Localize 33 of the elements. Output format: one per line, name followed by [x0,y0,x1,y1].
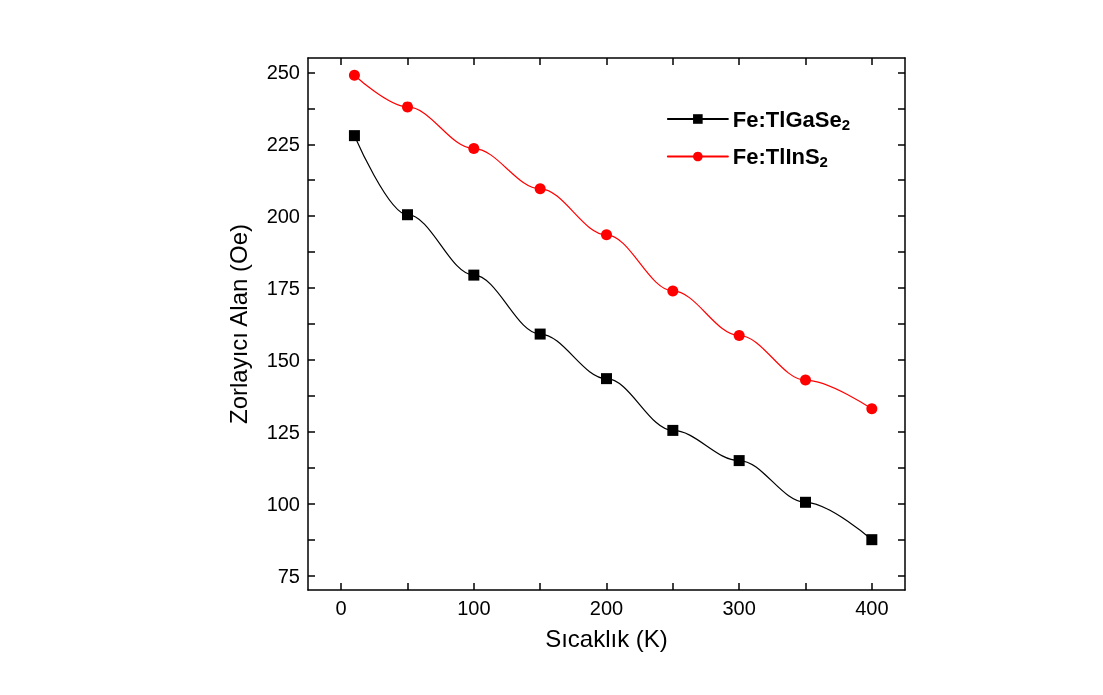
x-tick-label: 0 [335,597,347,619]
point [348,69,360,81]
y-tick-label: 100 [266,492,300,515]
x-tick-label: 400 [855,597,889,619]
y-tick-label: 125 [266,420,300,443]
point [733,330,745,341]
point [733,455,745,467]
point [601,373,612,385]
y-tick-label: 150 [266,348,300,371]
point [800,374,811,386]
point [402,101,413,113]
y-tick-label: 250 [266,61,300,84]
point [667,285,679,297]
point [534,328,546,340]
point [800,496,811,508]
x-axis-title: Sıcaklık (K) [545,624,668,652]
x-tick-label: 200 [589,597,624,619]
x-tick-label: 300 [722,597,756,619]
point [866,534,878,546]
point [534,183,546,195]
y-tick-label: 75 [277,564,300,587]
y-tick-label: 200 [266,205,300,228]
point [866,403,878,415]
point [601,229,612,241]
y-tick-label: 175 [266,277,300,300]
point [468,269,480,281]
point [402,209,413,221]
y-axis-title: Zorlayıcı Alan (Oe) [224,223,252,425]
x-tick-label: 100 [457,597,491,619]
y-tick-label: 225 [266,133,300,156]
point [667,424,679,436]
point [348,130,360,142]
point [468,143,480,155]
